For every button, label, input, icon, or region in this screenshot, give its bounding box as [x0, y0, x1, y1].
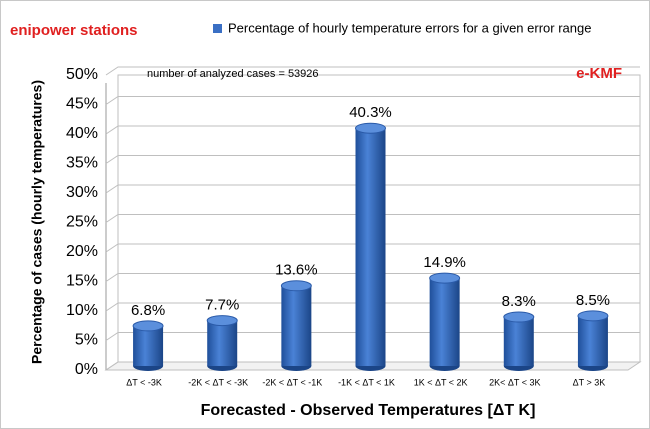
y-tick-label: 5%: [75, 332, 98, 349]
y-tick-label: 35%: [66, 155, 98, 172]
annotation: e-KMF: [576, 65, 622, 82]
grid-line: [105, 273, 640, 282]
bar: [281, 285, 312, 366]
y-tick-label: 25%: [66, 214, 98, 231]
value-label: 8.5%: [576, 292, 610, 309]
bar: [577, 315, 608, 366]
y-tick-label: 10%: [66, 302, 98, 319]
value-label: 8.3%: [502, 293, 536, 310]
bar-top: [132, 320, 164, 332]
x-tick-label: ΔT > 3K: [573, 377, 606, 387]
grid-line: [105, 125, 640, 135]
grid-line: [105, 302, 640, 312]
y-tick-label: 50%: [66, 66, 98, 83]
chart-title: enipower stations: [10, 22, 138, 39]
x-axis-label: Forecasted - Observed Temperatures [ΔT K…: [201, 402, 536, 419]
y-axis-label: Percentage of cases (hourly temperatures…: [29, 80, 45, 364]
y-tick-label: 15%: [66, 273, 98, 290]
value-label: 6.8%: [131, 302, 165, 319]
legend-label: Percentage of hourly temperature errors …: [228, 20, 591, 35]
grid-line: [105, 155, 640, 164]
grid-line: [105, 66, 640, 76]
value-label: 13.6%: [275, 262, 318, 279]
legend-swatch: [213, 24, 222, 33]
y-tick-label: 20%: [66, 243, 98, 260]
bar-top: [577, 310, 609, 322]
bar-top: [355, 122, 386, 134]
y-tick-label: 40%: [66, 125, 98, 142]
value-label: 7.7%: [205, 297, 239, 314]
annotation: number of analyzed cases = 53926: [147, 68, 319, 80]
y-tick-label: 45%: [66, 96, 98, 113]
x-tick-label: -2K < ΔT < -1K: [262, 377, 322, 387]
x-tick-label: -1K < ΔT < 1K: [338, 377, 395, 387]
grid-line: [105, 96, 640, 105]
x-tick-label: 2K< ΔT < 3K: [489, 377, 540, 387]
y-tick-label: 30%: [66, 184, 98, 201]
y-tick-label: 0%: [75, 361, 98, 378]
grid-line: [105, 184, 640, 194]
x-tick-label: ΔT < -3K: [126, 377, 162, 387]
bar-top: [503, 311, 535, 323]
grid-line: [105, 332, 640, 341]
bar: [355, 128, 386, 366]
x-tick-label: 1K < ΔT < 2K: [414, 377, 468, 387]
bar: [429, 278, 460, 366]
bar: [133, 325, 164, 366]
x-tick-label: -2K < ΔT < -3K: [188, 377, 248, 387]
bar-top: [206, 315, 238, 327]
bar: [503, 317, 534, 366]
value-label: 40.3%: [349, 104, 392, 121]
bar-top: [429, 272, 461, 284]
value-label: 14.9%: [423, 254, 466, 271]
grid-line: [105, 361, 640, 371]
bar: [207, 320, 238, 366]
grid-line: [105, 214, 640, 223]
grid-line: [105, 243, 640, 253]
bar-top: [280, 280, 312, 292]
